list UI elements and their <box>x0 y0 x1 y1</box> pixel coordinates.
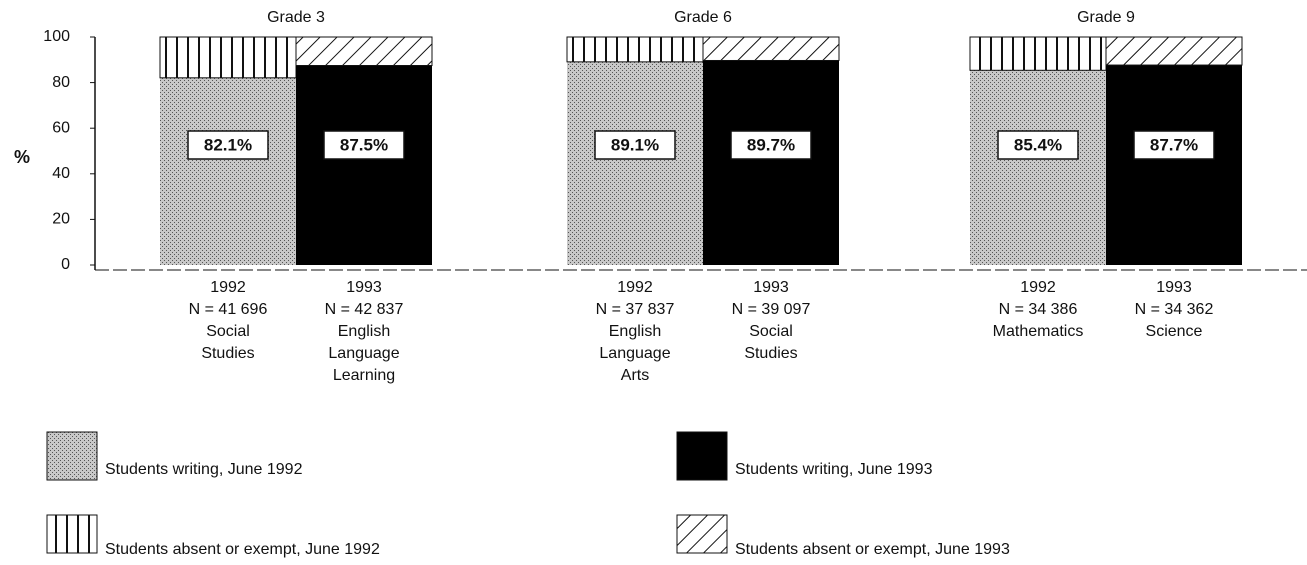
y-tick-label: 20 <box>52 211 70 228</box>
x-tick-label: 1992 <box>617 279 653 296</box>
value-label-box <box>997 130 1079 160</box>
bar-absent <box>702 36 840 61</box>
subject-label: Studies <box>744 345 797 362</box>
y-tick-label: 80 <box>52 74 70 91</box>
x-tick-label: 1993 <box>346 279 382 296</box>
bar-writing <box>1106 65 1242 265</box>
n-label: N = 42 837 <box>325 301 404 318</box>
n-label: N = 34 386 <box>999 301 1078 318</box>
y-tick-label: 60 <box>52 119 70 136</box>
bar-writing <box>970 70 1106 266</box>
n-label: N = 39 097 <box>732 301 811 318</box>
value-label: 89.1% <box>611 135 659 154</box>
value-label-box <box>187 130 269 160</box>
y-tick-label: 0 <box>61 256 70 273</box>
bar-writing <box>160 77 296 265</box>
value-label-box <box>594 130 676 160</box>
panel-title: Grade 6 <box>674 9 732 26</box>
value-label-box <box>730 130 812 160</box>
subject-label: Language <box>599 345 670 362</box>
panel-title: Grade 9 <box>1077 9 1135 26</box>
subject-label: Social <box>206 323 250 340</box>
bar-absent <box>159 36 297 79</box>
bar-writing <box>567 61 703 265</box>
y-axis-label: % <box>14 147 30 167</box>
subject-label: English <box>338 323 390 340</box>
subject-label: Science <box>1146 323 1203 340</box>
value-label: 87.7% <box>1150 135 1198 154</box>
bar-absent <box>566 36 704 63</box>
legend-label: Students writing, June 1993 <box>735 461 933 478</box>
value-label: 82.1% <box>204 135 252 154</box>
subject-label: Arts <box>621 367 649 384</box>
value-label: 89.7% <box>747 135 795 154</box>
legend-label: Students absent or exempt, June 1993 <box>735 541 1010 558</box>
subject-label: Learning <box>333 367 395 384</box>
subject-label: Studies <box>201 345 254 362</box>
bar-writing <box>703 60 839 265</box>
bar-writing <box>296 65 432 265</box>
n-label: N = 37 837 <box>596 301 675 318</box>
y-tick-label: 100 <box>43 28 70 45</box>
x-tick-label: 1992 <box>210 279 246 296</box>
subject-label: English <box>609 323 661 340</box>
bar-absent <box>969 36 1107 71</box>
legend-label: Students absent or exempt, June 1992 <box>105 541 380 558</box>
legend-swatch <box>46 431 98 481</box>
y-tick-label: 40 <box>52 165 70 182</box>
value-label-box <box>1133 130 1215 160</box>
value-label-box <box>323 130 405 160</box>
value-label: 87.5% <box>340 135 388 154</box>
n-label: N = 41 696 <box>189 301 268 318</box>
legend-label: Students writing, June 1992 <box>105 461 303 478</box>
legend-swatch <box>46 514 98 554</box>
subject-label: Social <box>749 323 793 340</box>
n-label: N = 34 362 <box>1135 301 1214 318</box>
legend-swatch <box>676 514 728 554</box>
subject-label: Language <box>328 345 399 362</box>
value-label: 85.4% <box>1014 135 1062 154</box>
x-tick-label: 1993 <box>1156 279 1192 296</box>
panel-title: Grade 3 <box>267 9 325 26</box>
x-tick-label: 1992 <box>1020 279 1056 296</box>
legend-swatch <box>676 431 728 481</box>
x-tick-label: 1993 <box>753 279 789 296</box>
subject-label: Mathematics <box>993 323 1084 340</box>
bar-absent <box>1105 36 1243 66</box>
bar-absent <box>295 36 433 66</box>
